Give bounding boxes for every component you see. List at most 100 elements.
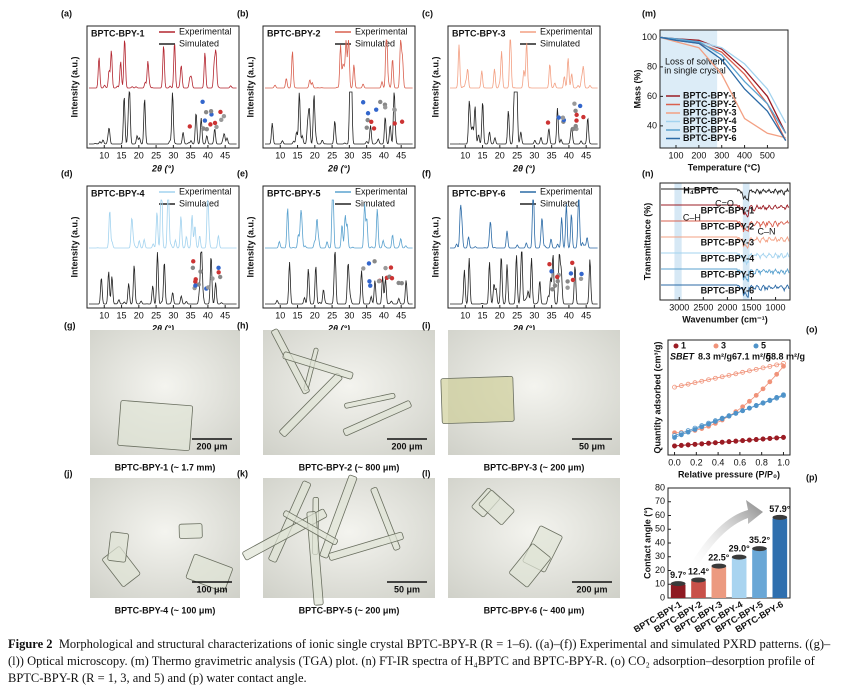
y-axis-label: Quantity adsorbed (cm³/g) bbox=[652, 341, 662, 453]
x-axis-label: 2θ (°) bbox=[151, 163, 174, 173]
photo-caption: BPTC-BPY-4 (~ 100 μm) bbox=[115, 605, 216, 615]
molecule-atom bbox=[210, 276, 215, 281]
x-tick-label: 0.0 bbox=[668, 457, 681, 467]
scale-label: 200 μm bbox=[196, 441, 227, 451]
legend-label: Simulated bbox=[540, 38, 580, 48]
y-axis-label: Intensity (a.u.) bbox=[430, 216, 440, 277]
pxrd-pattern bbox=[265, 91, 413, 145]
scale-label: 50 μm bbox=[579, 441, 605, 451]
molecule-atom bbox=[221, 113, 227, 119]
molecule-atom bbox=[190, 265, 196, 271]
pxrd-pattern bbox=[265, 251, 413, 305]
y-tick-label: 80 bbox=[655, 482, 665, 492]
ir-spectrum bbox=[661, 235, 790, 250]
panel-label: (h) bbox=[237, 320, 249, 330]
molecule-atom bbox=[198, 269, 203, 274]
x-tick-label: 30 bbox=[168, 310, 178, 320]
sbet-label: SBET bbox=[670, 351, 696, 361]
y-axis-label: Mass (%) bbox=[632, 69, 642, 108]
y-axis-label: Intensity (a.u.) bbox=[245, 216, 255, 277]
x-tick-label: 35 bbox=[186, 150, 196, 160]
molecule-atom bbox=[364, 125, 369, 130]
spectrum-label: BPTC-BPY-3 bbox=[701, 237, 755, 247]
x-tick-label: 20 bbox=[134, 310, 144, 320]
x-tick-label: 25 bbox=[327, 150, 337, 160]
x-tick-label: 40 bbox=[564, 150, 574, 160]
micrograph bbox=[263, 330, 435, 455]
molecule-atom bbox=[579, 271, 584, 277]
x-tick-label: 40 bbox=[379, 310, 389, 320]
molecule-atom bbox=[396, 280, 401, 286]
photo-caption: BPTC-BPY-6 (~ 400 μm) bbox=[484, 605, 585, 615]
x-tick-label: 40 bbox=[564, 310, 574, 320]
molecule-atom bbox=[208, 109, 214, 114]
crystal bbox=[328, 531, 404, 561]
annotation: C=O bbox=[715, 198, 734, 208]
x-tick-label: 10 bbox=[99, 150, 109, 160]
crystal bbox=[178, 523, 203, 539]
molecule-atom bbox=[568, 271, 574, 276]
molecule-atom bbox=[570, 260, 575, 266]
highlight-band bbox=[742, 183, 750, 300]
bar bbox=[752, 549, 767, 598]
x-tick-label: 30 bbox=[168, 150, 178, 160]
x-tick-label: 45 bbox=[581, 310, 591, 320]
x-tick-label: 45 bbox=[220, 310, 230, 320]
sbet-value: 58.8 m²/g bbox=[766, 351, 805, 361]
legend-label: BPTC-BPY-2 bbox=[683, 99, 737, 109]
x-tick-label: 25 bbox=[327, 310, 337, 320]
isotherm-curve bbox=[674, 363, 784, 388]
annotation: C–N bbox=[757, 226, 775, 236]
molecule-atom bbox=[193, 283, 198, 288]
molecule-atom bbox=[565, 279, 570, 284]
plot-frame bbox=[86, 25, 240, 149]
pxrd-pattern bbox=[450, 39, 598, 89]
x-tick-label: 30 bbox=[344, 150, 354, 160]
molecule-atom bbox=[560, 115, 566, 120]
pxrd-pattern bbox=[450, 251, 598, 305]
scale-label: 200 μm bbox=[391, 441, 422, 451]
x-tick-label: 15 bbox=[117, 310, 127, 320]
scale-label: 100 μm bbox=[196, 584, 227, 594]
molecule-atom bbox=[565, 285, 570, 290]
y-tick-label: 60 bbox=[655, 510, 665, 520]
spectrum-label: BPTC-BPY-6 bbox=[701, 285, 755, 295]
y-axis-label: Intensity (a.u.) bbox=[245, 56, 255, 117]
droplet bbox=[752, 546, 767, 552]
pxrd-pattern bbox=[265, 39, 413, 89]
x-axis-label: 2θ (°) bbox=[512, 323, 535, 333]
molecule-atom bbox=[208, 122, 213, 127]
crystal bbox=[117, 400, 194, 452]
x-tick-label: 15 bbox=[478, 310, 488, 320]
sample-name: BPTC-BPY-3 bbox=[452, 28, 506, 38]
y-tick-label: 80 bbox=[647, 61, 657, 71]
pxrd-pattern bbox=[450, 91, 598, 145]
figure-caption: Figure 2 Morphological and structural ch… bbox=[8, 636, 844, 687]
crystal bbox=[344, 392, 396, 409]
caption-label: Figure 2 bbox=[8, 637, 53, 651]
ir-spectrum bbox=[661, 284, 790, 298]
bar bbox=[691, 580, 706, 598]
molecule-atom bbox=[545, 120, 551, 125]
panel-label: (o) bbox=[806, 324, 818, 334]
x-tick-label: 45 bbox=[581, 150, 591, 160]
tga-curve bbox=[659, 36, 786, 139]
molecule-atom bbox=[216, 265, 221, 271]
legend-label: Simulated bbox=[355, 38, 395, 48]
plot-frame bbox=[447, 185, 601, 309]
molecule-atom bbox=[360, 100, 366, 105]
legend-label: BPTC-BPY-5 bbox=[683, 124, 737, 134]
photo-caption: BPTC-BPY-1 (~ 1.7 mm) bbox=[115, 462, 216, 472]
molecule-atom bbox=[388, 265, 394, 270]
molecule-atom bbox=[366, 261, 372, 266]
molecule-atom bbox=[399, 280, 404, 286]
molecule-atom bbox=[369, 119, 374, 124]
panel-label: (j) bbox=[64, 468, 73, 478]
y-tick-label: 10 bbox=[655, 579, 665, 589]
pxrd-pattern bbox=[265, 199, 413, 249]
molecule-atom bbox=[365, 111, 371, 116]
x-tick-label: 35 bbox=[362, 310, 372, 320]
panel-label: (d) bbox=[61, 168, 73, 178]
molecule-atom bbox=[556, 115, 561, 120]
crystal bbox=[440, 375, 515, 424]
